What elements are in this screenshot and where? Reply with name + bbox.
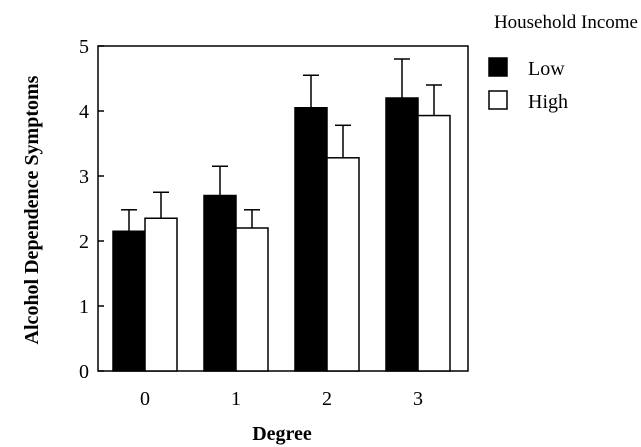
legend: Household Income Low High	[488, 12, 638, 113]
bar	[326, 157, 360, 372]
bar	[112, 230, 146, 372]
x-tick-label: 2	[322, 388, 332, 410]
y-axis-title: Alcohol Dependence Symptoms	[21, 75, 43, 344]
bar	[294, 107, 328, 372]
legend-swatch-low	[488, 57, 508, 77]
y-tick-label: 4	[79, 101, 89, 123]
plot-frame	[97, 45, 469, 372]
legend-title: Household Income	[494, 12, 638, 33]
y-tick-label: 2	[79, 231, 89, 253]
error-bars	[121, 58, 442, 232]
legend-swatch-high	[488, 90, 508, 110]
x-tick-label: 0	[140, 388, 150, 410]
bar	[417, 114, 451, 372]
y-tick-label: 0	[79, 361, 89, 383]
y-tick-label: 1	[79, 296, 89, 318]
x-tick-label: 1	[231, 388, 241, 410]
bar	[203, 194, 237, 372]
bar	[385, 97, 419, 372]
legend-label-low: Low	[528, 58, 565, 80]
bars	[112, 97, 451, 372]
x-axis-title: Degree	[252, 423, 312, 445]
y-tick-label: 3	[79, 166, 89, 188]
x-tick-label: 3	[413, 388, 423, 410]
legend-label-high: High	[528, 91, 568, 113]
y-axis: 0 1 2 3 4 5	[79, 36, 104, 383]
bar	[235, 227, 269, 372]
plot-border	[97, 45, 469, 372]
bar	[144, 217, 178, 372]
y-tick-label: 5	[79, 36, 89, 58]
